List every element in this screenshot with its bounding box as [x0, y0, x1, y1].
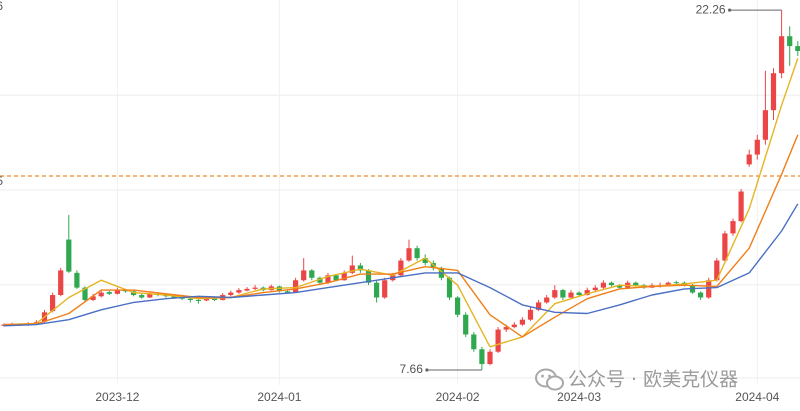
- candle-body: [552, 290, 558, 298]
- candle-body: [617, 285, 623, 288]
- moving-average-line: [3, 58, 799, 348]
- candle-body: [560, 290, 566, 298]
- candle-body: [341, 272, 347, 281]
- x-tick-label: 2024-04: [735, 390, 779, 404]
- candle-body: [82, 287, 88, 300]
- candle-body: [414, 248, 420, 259]
- candle-body: [195, 299, 201, 301]
- y-tick-label: 5: [0, 174, 3, 188]
- candle-body: [301, 270, 307, 281]
- candle-body: [357, 265, 363, 271]
- candle-body: [66, 239, 72, 272]
- candle-body: [309, 270, 315, 278]
- candle-body: [50, 295, 56, 312]
- candle-body: [236, 290, 242, 293]
- candle-body: [139, 295, 145, 298]
- candle-body: [203, 298, 210, 301]
- candle-body: [58, 270, 64, 296]
- candle-body: [495, 329, 501, 352]
- watermark-icon: [535, 368, 564, 391]
- x-tick-label: 2024-03: [557, 390, 601, 404]
- candle-body: [527, 309, 534, 320]
- watermark: 公众号 · 欧美克仪器: [568, 369, 738, 391]
- candle-body: [770, 73, 777, 111]
- candle-body: [754, 139, 760, 155]
- candle-body: [568, 292, 574, 298]
- candle-body: [382, 280, 388, 298]
- candle-body: [147, 293, 153, 298]
- candle-body: [463, 314, 469, 335]
- candle-body: [673, 282, 679, 284]
- candle-body: [633, 282, 639, 286]
- extreme-dot: [728, 8, 732, 12]
- candle-body: [365, 270, 372, 283]
- candle-body: [228, 292, 234, 296]
- candle-body: [317, 277, 323, 283]
- candle-body: [592, 287, 598, 291]
- candle-body: [374, 282, 380, 298]
- candle-body: [244, 288, 250, 291]
- candle-body: [746, 154, 752, 165]
- extreme-dot: [425, 368, 429, 372]
- moving-average-line: [3, 134, 799, 338]
- candle-body: [706, 280, 712, 298]
- candle-body: [511, 324, 517, 328]
- candle-body: [795, 46, 800, 52]
- x-tick-label: 2023-12: [95, 390, 139, 404]
- candle-body: [74, 272, 80, 288]
- candle-body: [738, 191, 744, 222]
- candle-body: [446, 277, 453, 298]
- candle-body: [487, 351, 493, 365]
- candle-body: [171, 296, 177, 298]
- candle-body: [471, 334, 477, 350]
- candle-body: [98, 292, 104, 297]
- candle-body: [714, 260, 720, 281]
- candle-body: [787, 36, 793, 47]
- candle-body: [349, 265, 355, 273]
- candle-body: [536, 302, 542, 310]
- candle-body: [252, 287, 258, 289]
- x-tick-label: 2024-02: [436, 390, 480, 404]
- candle-body: [730, 221, 736, 234]
- candle-body: [398, 260, 404, 276]
- candle-body: [600, 282, 606, 288]
- extreme-label: 22.26: [696, 2, 726, 16]
- candle-body: [762, 110, 768, 140]
- x-tick-label: 2024-01: [257, 390, 301, 404]
- candle-body: [455, 297, 461, 315]
- candle-body: [584, 290, 590, 296]
- candle-body: [212, 298, 218, 300]
- y-tick-label: 6: [0, 0, 3, 13]
- candle-body: [284, 291, 291, 293]
- candle-body: [293, 280, 299, 293]
- candle-body: [779, 36, 785, 74]
- candle-body: [519, 319, 525, 325]
- candle-body: [544, 297, 550, 303]
- candle-body: [722, 233, 728, 261]
- candle-body: [187, 298, 193, 300]
- candle-body: [608, 282, 615, 286]
- candle-body: [576, 292, 582, 296]
- candle-body: [698, 292, 704, 298]
- candle-body: [406, 248, 412, 261]
- candle-body: [106, 292, 112, 294]
- moving-average-line: [3, 203, 799, 327]
- candle-body: [333, 275, 339, 281]
- extreme-label: 7.66: [400, 362, 424, 376]
- candle-body: [503, 327, 509, 330]
- candle-body: [114, 290, 120, 294]
- candle-body: [665, 282, 671, 286]
- candle-body: [325, 275, 331, 283]
- candle-body: [90, 296, 96, 300]
- candle-body: [479, 349, 485, 365]
- candle-body: [422, 258, 428, 263]
